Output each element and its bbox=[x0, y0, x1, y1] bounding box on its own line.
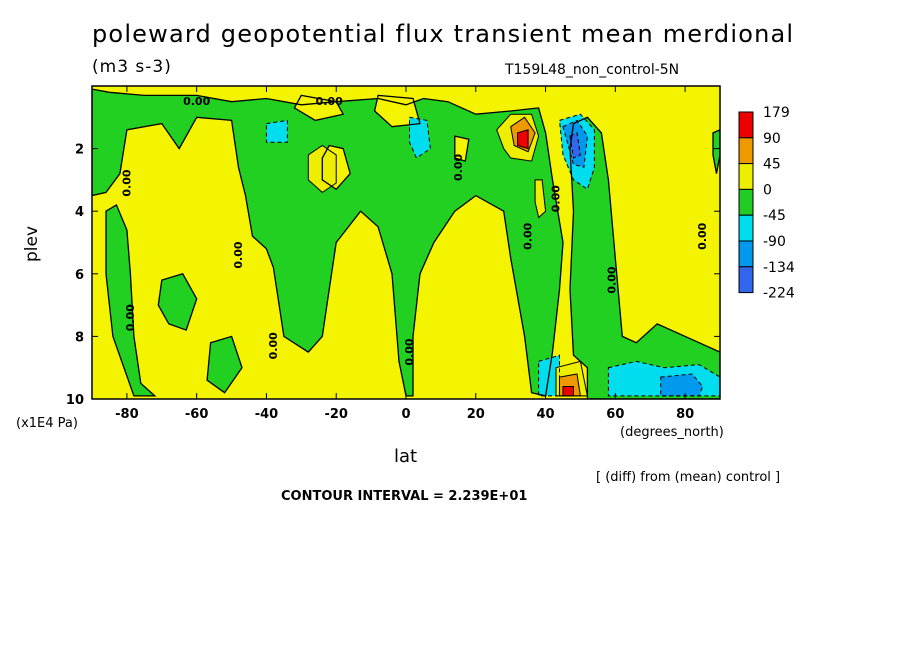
contour-line-8 bbox=[265, 119, 288, 143]
contour-line-11 bbox=[555, 360, 589, 397]
contour-line-1 bbox=[496, 113, 540, 162]
colorbar-swatch bbox=[738, 214, 754, 242]
x-tick-label: 40 bbox=[537, 407, 555, 422]
contour-line-10 bbox=[538, 354, 560, 397]
colorbar-swatch bbox=[738, 266, 754, 294]
x-axis-unit-label: (degrees_north) bbox=[620, 425, 724, 440]
zero-contour-label-10: 0.00 bbox=[605, 266, 618, 293]
zero-contour-3 bbox=[105, 203, 157, 397]
region-negative-4 bbox=[158, 273, 197, 331]
colorbar-swatch bbox=[738, 111, 754, 139]
contour-line-15 bbox=[660, 373, 704, 397]
x-tick-label: 20 bbox=[467, 407, 485, 422]
colorbar-label: 90 bbox=[763, 131, 781, 147]
zero-contour-7 bbox=[454, 135, 470, 162]
zero-contour-label-3: 0.00 bbox=[183, 95, 210, 108]
colorbar-swatch bbox=[738, 163, 754, 190]
zero-contour-5 bbox=[206, 335, 243, 394]
zero-contour-label-9: 0.00 bbox=[550, 185, 563, 212]
x-tick-label: -80 bbox=[115, 407, 139, 422]
colorbar-label: -45 bbox=[763, 208, 786, 224]
contour-line-9 bbox=[409, 116, 431, 159]
colorbar-swatch bbox=[738, 188, 754, 216]
zero-contour-label-1: 0.00 bbox=[232, 241, 245, 268]
anomaly-179-3 bbox=[517, 129, 529, 149]
contour-line-5 bbox=[558, 113, 595, 191]
x-tick-label: 80 bbox=[676, 407, 694, 422]
region-negative-5 bbox=[207, 336, 242, 393]
colorbar-swatch bbox=[738, 137, 754, 165]
contour-lines bbox=[92, 88, 720, 399]
colorbar-label: -90 bbox=[763, 234, 786, 250]
contour-line-12 bbox=[559, 373, 581, 397]
chart-units: (m3 s-3) bbox=[92, 57, 172, 77]
x-tick-label: -20 bbox=[324, 407, 348, 422]
zero-contour-1 bbox=[569, 116, 720, 399]
colorbar-label: 179 bbox=[763, 105, 790, 121]
run-label: T159L48_non_control-5N bbox=[505, 62, 680, 78]
anomaly--45-8 bbox=[266, 120, 288, 143]
plot-fill bbox=[92, 86, 720, 399]
zero-contour-6 bbox=[321, 144, 351, 191]
anomaly--45-9 bbox=[409, 117, 431, 158]
contour-line-2 bbox=[510, 116, 536, 153]
region-negative-0 bbox=[92, 89, 563, 396]
y-tick-label: 8 bbox=[75, 330, 84, 345]
chart-title: poleward geopotential flux transient mea… bbox=[92, 20, 795, 48]
contour-line-4 bbox=[534, 179, 547, 219]
x-tick-label: -60 bbox=[185, 407, 209, 422]
colorbar-label: -134 bbox=[763, 260, 795, 276]
region-negative-3 bbox=[106, 204, 155, 396]
colorbar-label: 45 bbox=[763, 157, 781, 173]
zero-contour-label-2: 0.00 bbox=[316, 95, 343, 108]
zero-contour-0 bbox=[92, 88, 564, 397]
zero-contour-label-6: 0.00 bbox=[403, 338, 416, 365]
y-tick-label: 4 bbox=[75, 205, 84, 220]
contour-line-6 bbox=[562, 119, 588, 169]
x-axis-label: lat bbox=[394, 446, 418, 467]
zero-contour-label-7: 0.00 bbox=[452, 153, 465, 180]
x-tick-label: 60 bbox=[606, 407, 624, 422]
zero-contour-8 bbox=[293, 94, 345, 122]
contour-line-13 bbox=[562, 386, 574, 397]
zero-contour-9 bbox=[373, 94, 421, 128]
y-tick-label: 2 bbox=[75, 143, 84, 158]
y-tick-label: 6 bbox=[75, 268, 84, 283]
region-negative-1 bbox=[570, 117, 720, 399]
x-tick-label: -40 bbox=[255, 407, 279, 422]
colorbar-label: 0 bbox=[763, 182, 772, 198]
zero-contour-label-5: 0.00 bbox=[267, 332, 280, 359]
region-positive-7 bbox=[454, 136, 469, 162]
zero-contour-2 bbox=[712, 129, 720, 174]
zero-contour-label-11: 0.00 bbox=[696, 222, 709, 249]
x-tick-label: 0 bbox=[401, 407, 410, 422]
contour-line-0 bbox=[307, 144, 337, 194]
zero-contour-label-0: 0.00 bbox=[120, 169, 133, 196]
diff-note: [ (diff) from (mean) control ] bbox=[596, 470, 781, 485]
contour-line-7 bbox=[569, 132, 581, 159]
x-axis-ticks: -80 -60 -40 -20 0 20 40 60 80 bbox=[115, 86, 694, 422]
zero-contour-4 bbox=[157, 273, 198, 331]
zero-contour-labels: 0.00 0.00 0.00 0.00 0.00 0.00 0.00 0.00 0.00 0.00… bbox=[120, 95, 709, 366]
zero-contour-label-8: 0.00 bbox=[522, 222, 535, 249]
colorbar: 179 90 45 0 -45 -90 -134 -224 bbox=[738, 105, 795, 302]
contour-interval-label: CONTOUR INTERVAL = 2.239E+01 bbox=[281, 489, 528, 504]
anomaly-179-13 bbox=[563, 386, 574, 396]
anomaly--90-15 bbox=[660, 374, 703, 396]
y-axis-ticks: 2 4 6 8 10 bbox=[66, 143, 720, 408]
colorbar-swatch bbox=[738, 240, 754, 268]
zero-contour-label-4: 0.00 bbox=[124, 304, 137, 331]
contour-line-3 bbox=[517, 129, 529, 150]
y-axis-unit-label: (x1E4 Pa) bbox=[16, 416, 78, 431]
colorbar-label: -224 bbox=[763, 286, 795, 302]
y-tick-label: 10 bbox=[66, 393, 84, 408]
